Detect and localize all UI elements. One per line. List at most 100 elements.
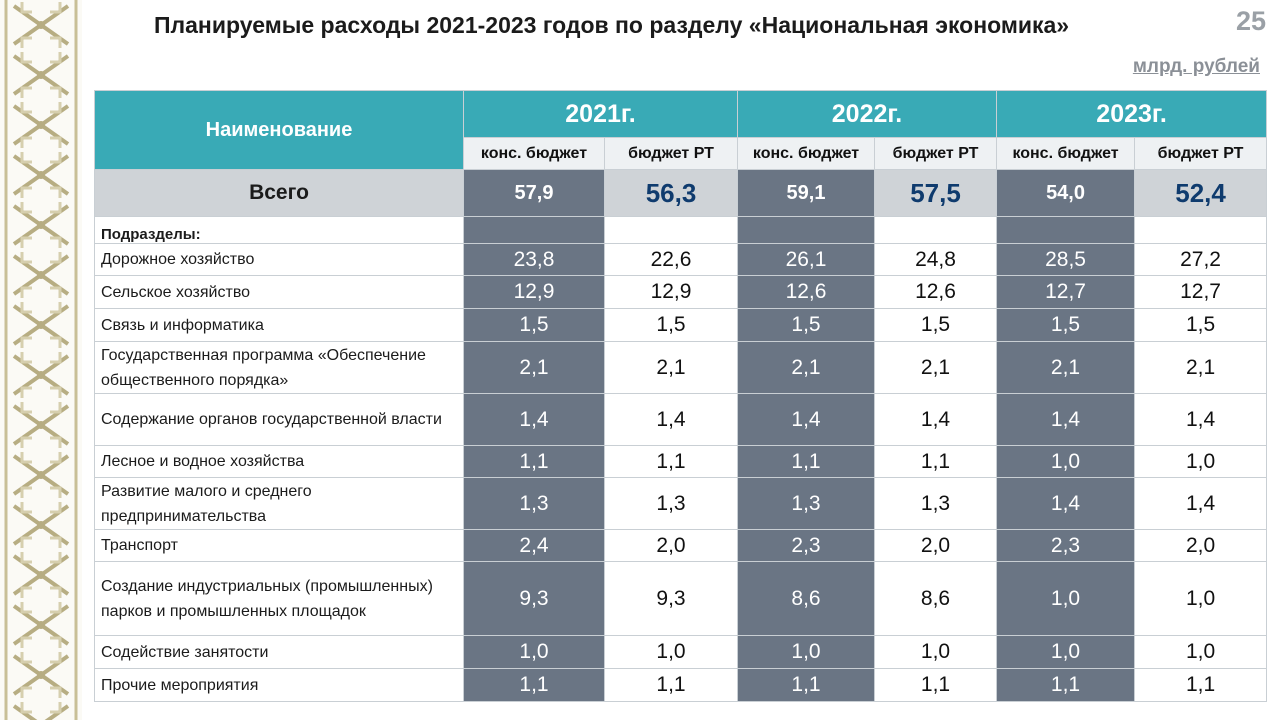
table-cell: 1,1	[463, 445, 605, 478]
table-cell: 1,0	[996, 635, 1136, 669]
table-cell: 9,3	[603, 561, 739, 636]
table-cell: 1,0	[1134, 561, 1268, 636]
table-cell: 2,1	[603, 341, 739, 394]
table-cell: 1,3	[603, 477, 739, 530]
table-cell: 12,9	[463, 275, 605, 309]
subheader-kons-budget: конс. бюджет	[996, 137, 1136, 170]
table-cell: 1,4	[463, 393, 605, 446]
table-cell: 2,1	[996, 341, 1136, 394]
subheader-rt-budget: бюджет РТ	[1134, 137, 1268, 170]
table-body: Дорожное хозяйство 23,8 22,6 26,1 24,8 28,5 27…	[94, 243, 1268, 702]
table-cell: 1,5	[996, 308, 1136, 342]
table-cell: 1,5	[737, 308, 876, 342]
table-cell: 23,8	[463, 243, 605, 276]
table-cell: 1,5	[1134, 308, 1268, 342]
table-cell: 28,5	[996, 243, 1136, 276]
table-cell: 1,0	[996, 561, 1136, 636]
subheader-kons-budget: конс. бюджет	[737, 137, 876, 170]
table-row: Государственная программа «Обеспечение о…	[94, 341, 1268, 394]
table-cell: 2,0	[603, 529, 739, 562]
row-label: Сельское хозяйство	[94, 275, 464, 309]
budget-table: Наименование 2021г. 2022г. 2023г. конс. …	[94, 90, 1268, 702]
total-value: 52,4	[1134, 169, 1268, 217]
table-cell: 1,1	[603, 445, 739, 478]
row-label: Лесное и водное хозяйства	[94, 445, 464, 478]
year-header-2021: 2021г.	[462, 90, 739, 138]
table-cell: 1,0	[603, 635, 739, 669]
table-cell: 1,1	[463, 668, 605, 702]
total-row: Всего 57,9 56,3 59,1 57,5 54,0 52,4	[94, 169, 1268, 217]
total-value: 54,0	[996, 169, 1136, 217]
table-row: Сельское хозяйство 12,9 12,9 12,6 12,6 12,7 12…	[94, 275, 1268, 309]
table-cell: 1,3	[874, 477, 998, 530]
table-cell: 1,0	[874, 635, 998, 669]
table-row: Транспорт 2,4 2,0 2,3 2,0 2,3 2,0	[94, 529, 1268, 562]
table-cell: 2,1	[737, 341, 876, 394]
table-cell: 1,0	[1134, 445, 1268, 478]
row-label: Содержание органов государственной власт…	[94, 393, 464, 446]
name-column-header: Наименование	[94, 90, 464, 170]
table-cell	[1134, 216, 1268, 244]
row-label: Содействие занятости	[94, 635, 464, 669]
table-row: Развитие малого и среднего предпринимате…	[94, 477, 1268, 530]
row-label: Развитие малого и среднего предпринимате…	[94, 477, 464, 530]
table-cell: 1,4	[996, 393, 1136, 446]
table-cell: 2,1	[463, 341, 605, 394]
subsections-label: Подразделы:	[94, 216, 464, 244]
table-cell: 1,1	[737, 445, 876, 478]
units-label: млрд. рублей	[1132, 56, 1260, 77]
total-label: Всего	[94, 169, 464, 217]
table-cell: 12,7	[996, 275, 1136, 309]
table-cell: 1,4	[603, 393, 739, 446]
table-cell: 1,1	[996, 668, 1136, 702]
table-cell: 2,1	[1134, 341, 1268, 394]
table-cell: 1,4	[737, 393, 876, 446]
page-title: Планируемые расходы 2021-2023 годов по р…	[154, 12, 1070, 38]
table-cell: 12,6	[737, 275, 876, 309]
table-row: Содержание органов государственной власт…	[94, 393, 1268, 446]
table-row: Прочие мероприятия 1,1 1,1 1,1 1,1 1,1 1,1	[94, 668, 1268, 702]
ornament-pattern-icon	[0, 0, 82, 720]
table-cell: 1,0	[1134, 635, 1268, 669]
row-label: Прочие мероприятия	[94, 668, 464, 702]
year-header-2022: 2022г.	[737, 90, 998, 138]
table-cell	[737, 216, 876, 244]
table-cell: 2,1	[874, 341, 998, 394]
table-cell: 1,0	[996, 445, 1136, 478]
table-cell: 1,4	[1134, 393, 1268, 446]
table-row: Связь и информатика 1,5 1,5 1,5 1,5 1,5 1,5	[94, 308, 1268, 342]
table-cell: 24,8	[874, 243, 998, 276]
table-cell: 9,3	[463, 561, 605, 636]
subsections-row: Подразделы:	[94, 216, 1268, 244]
table-cell: 1,5	[874, 308, 998, 342]
table-cell: 1,5	[463, 308, 605, 342]
table-cell	[463, 216, 605, 244]
table-cell: 2,0	[1134, 529, 1268, 562]
row-label: Дорожное хозяйство	[94, 243, 464, 276]
year-header-2023: 2023г.	[996, 90, 1268, 138]
header-subcolumns-row: конс. бюджет бюджет РТ конс. бюджет бюдж…	[95, 137, 1268, 170]
total-value: 56,3	[603, 169, 739, 217]
table-cell: 2,4	[463, 529, 605, 562]
row-label: Государственная программа «Обеспечение о…	[94, 341, 464, 394]
table-cell: 26,1	[737, 243, 876, 276]
table-cell: 8,6	[874, 561, 998, 636]
row-label: Транспорт	[94, 529, 464, 562]
table-cell: 1,0	[463, 635, 605, 669]
table-cell: 1,4	[874, 393, 998, 446]
table-cell: 2,3	[996, 529, 1136, 562]
table-cell: 1,4	[1134, 477, 1268, 530]
table-row: Содействие занятости 1,0 1,0 1,0 1,0 1,0 1,0	[94, 635, 1268, 669]
table-cell: 1,3	[463, 477, 605, 530]
row-label: Связь и информатика	[94, 308, 464, 342]
table-cell: 1,1	[1134, 668, 1268, 702]
table-cell: 1,3	[737, 477, 876, 530]
total-value: 59,1	[737, 169, 876, 217]
total-value: 57,5	[874, 169, 998, 217]
table-cell: 22,6	[603, 243, 739, 276]
table-cell: 1,1	[737, 668, 876, 702]
table-cell: 2,3	[737, 529, 876, 562]
table-cell: 1,1	[874, 668, 998, 702]
table-cell: 1,4	[996, 477, 1136, 530]
table-cell	[603, 216, 739, 244]
